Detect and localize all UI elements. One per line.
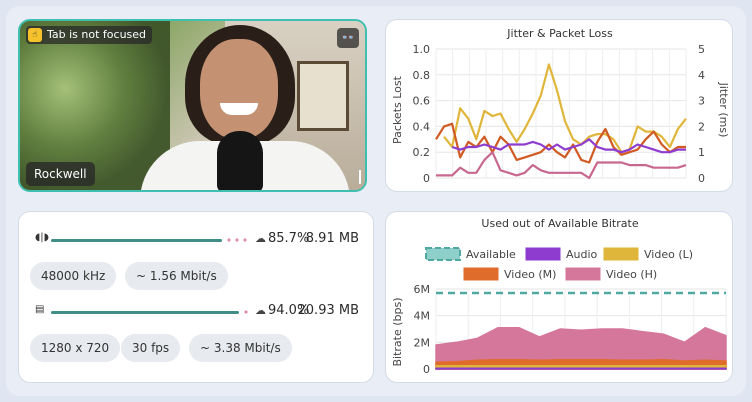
chart-title: Used out of Available Bitrate [481, 217, 638, 230]
jitter-chart-card: Jitter & Packet Loss Packets Lost Jitter… [385, 19, 733, 192]
jitter-chart: Jitter & Packet Loss Packets Lost Jitter… [391, 27, 730, 185]
legend-swatch [565, 267, 601, 281]
series-line-2 [451, 138, 686, 154]
video-stat-row: ▤ ☁ 94.0% 20.93 MB [35, 302, 359, 322]
audio-progress-remainder [225, 238, 251, 242]
video-percent-value: 94.0% [268, 303, 310, 318]
video-percent: ☁ 94.0% [255, 303, 309, 318]
glasses-icon[interactable]: 👓 [337, 28, 359, 48]
audio-percent: ☁ 85.7% [255, 231, 309, 246]
legend-swatch [463, 267, 499, 281]
video-size: 20.93 MB [297, 303, 359, 318]
audio-bitrate-pill: ~ 1.56 Mbit/s [125, 262, 228, 290]
volume-indicator [359, 170, 361, 184]
series-line-3 [436, 151, 687, 180]
legend-label: Audio [566, 248, 598, 261]
video-progress-remainder [242, 310, 251, 314]
y-tick-left: 1.0 [413, 43, 431, 56]
video-icon: ▤ [35, 304, 45, 315]
y-tick-right: 4 [698, 69, 705, 82]
area-audio [435, 367, 727, 370]
audio-stat-row: ◖|◗ ☁ 85.7% 8.91 MB [35, 230, 359, 250]
legend-swatch-available [425, 247, 461, 261]
legend-label: Available [466, 248, 516, 261]
microphone [217, 131, 263, 190]
legend-label: Video (H) [606, 268, 657, 281]
focus-badge-text: Tab is not focused [47, 28, 147, 41]
cloud-upload-icon: ☁ [255, 304, 266, 317]
y-tick-left: 0.8 [413, 69, 431, 82]
focus-badge: ☝ Tab is not focused [26, 26, 153, 44]
y-tick-right: 3 [698, 95, 705, 108]
y-tick-left: 0.6 [413, 95, 431, 108]
audio-progress-bar [51, 239, 223, 242]
y-tick-left: 0.4 [413, 120, 431, 133]
y-tick-left: 0 [423, 172, 430, 185]
y-tick: 0 [423, 363, 430, 376]
video-background-picture [297, 61, 349, 131]
audio-sample-rate-pill: 48000 kHz [30, 262, 117, 290]
y-tick-right: 2 [698, 120, 705, 133]
y-tick: 2M [414, 336, 431, 349]
y-axis-label: Bitrate (bps) [391, 297, 404, 366]
y-tick: 4M [414, 310, 431, 323]
series-line-0 [443, 63, 687, 154]
participant-face [200, 39, 278, 139]
audio-percent-value: 85.7% [268, 231, 310, 246]
stats-card: ◖|◗ ☁ 85.7% 8.91 MB 48000 kHz ~ 1.56 Mbit… [18, 211, 374, 383]
legend-label: Video (L) [644, 248, 693, 261]
video-fps-pill: 30 fps [121, 334, 181, 362]
video-background-foliage [20, 21, 170, 190]
y-axis-left-label: Packets Lost [391, 75, 404, 144]
video-progress-bar [51, 311, 239, 314]
y-axis-right-label: Jitter (ms) [717, 82, 730, 138]
legend-swatch [603, 247, 639, 261]
legend-swatch [525, 247, 561, 261]
y-tick-right: 1 [698, 146, 705, 159]
participant-smile [220, 103, 258, 115]
series-line-1 [435, 122, 686, 164]
cloud-upload-icon: ☁ [255, 232, 266, 245]
warning-icon: ☝ [28, 28, 42, 42]
bitrate-chart: Used out of Available Bitrate Bitrate (b… [391, 217, 727, 376]
video-resolution-pill: 1280 x 720 [30, 334, 121, 362]
legend-label: Video (M) [504, 268, 556, 281]
bitrate-chart-card: Used out of Available Bitrate Bitrate (b… [385, 211, 733, 383]
participant-name: Rockwell [26, 162, 95, 186]
y-tick-right: 5 [698, 43, 705, 56]
audio-icon: ◖|◗ [35, 232, 49, 243]
y-tick-right: 0 [698, 172, 705, 185]
y-tick: 6M [414, 283, 431, 296]
audio-size: 8.91 MB [305, 231, 359, 246]
video-tile[interactable]: ☝ Tab is not focused 👓 Rockwell [18, 19, 367, 192]
video-bitrate-pill: ~ 3.38 Mbit/s [189, 334, 292, 362]
chart-title: Jitter & Packet Loss [506, 27, 613, 40]
y-tick-left: 0.2 [413, 146, 431, 159]
area-video-h- [435, 326, 727, 370]
